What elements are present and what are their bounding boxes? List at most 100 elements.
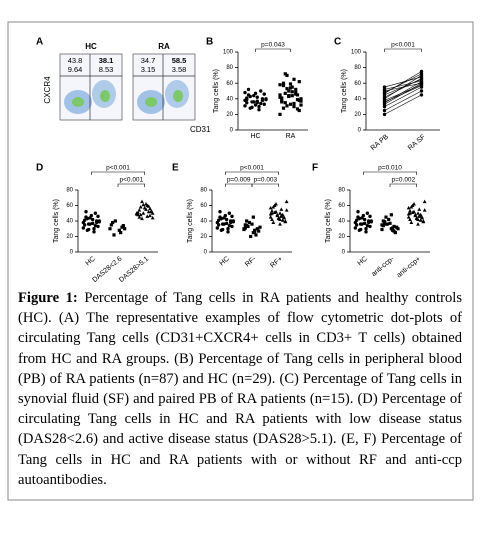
data-point xyxy=(253,230,257,234)
data-point xyxy=(421,219,426,224)
data-point xyxy=(89,213,94,218)
data-point xyxy=(227,211,232,215)
data-point xyxy=(278,112,282,116)
data-point xyxy=(408,208,412,213)
data-point xyxy=(422,199,427,204)
data-point xyxy=(364,227,368,231)
data-point xyxy=(297,80,301,84)
data-point xyxy=(417,213,422,218)
data-point xyxy=(383,220,387,224)
data-point xyxy=(264,97,268,101)
data-point xyxy=(148,213,152,218)
y-tick-label: 80 xyxy=(354,65,361,71)
data-point xyxy=(416,211,420,215)
data-point xyxy=(368,214,372,219)
data-point xyxy=(365,223,370,228)
data-point xyxy=(284,208,289,212)
data-point xyxy=(252,93,256,98)
data-point xyxy=(257,104,261,109)
data-point xyxy=(388,221,392,225)
panel-label: C xyxy=(334,37,341,48)
significance-bracket xyxy=(389,183,417,187)
data-point xyxy=(362,221,367,226)
data-point xyxy=(357,216,362,221)
p-value: p<0.001 xyxy=(391,42,415,49)
group-title: HC xyxy=(85,42,97,51)
data-point xyxy=(271,205,276,209)
data-point xyxy=(249,234,253,239)
pair-line xyxy=(384,86,422,107)
y-tick-label: 20 xyxy=(200,234,207,240)
data-point xyxy=(255,227,259,231)
y-tick-label: 60 xyxy=(226,81,233,87)
data-point xyxy=(82,223,87,227)
data-point xyxy=(417,207,422,211)
y-tick-label: 60 xyxy=(338,203,345,209)
data-point xyxy=(416,217,420,221)
y-tick-label: 0 xyxy=(204,250,208,256)
data-point xyxy=(299,99,303,103)
data-point xyxy=(150,211,155,215)
y-tick-label: 0 xyxy=(230,128,234,134)
data-point xyxy=(219,216,224,221)
pair-line xyxy=(384,76,422,88)
y-axis-label: Tang cells (%) xyxy=(325,199,332,243)
data-point xyxy=(353,226,358,230)
data-point xyxy=(290,90,294,94)
data-point xyxy=(270,211,274,215)
data-point xyxy=(361,213,366,218)
data-point xyxy=(278,95,282,99)
significance-bracket xyxy=(225,183,253,187)
data-point xyxy=(278,217,282,221)
data-point xyxy=(416,222,420,226)
data-point xyxy=(218,210,222,214)
data-point xyxy=(224,217,229,222)
data-point xyxy=(382,112,387,117)
data-point xyxy=(90,221,95,226)
data-point xyxy=(287,89,291,93)
figure-frame xyxy=(7,21,474,501)
x-tick-label: RA SF xyxy=(407,134,427,152)
pair-line xyxy=(384,85,422,103)
quadrant-value: 58.5 xyxy=(172,56,187,65)
y-tick-label: 60 xyxy=(66,203,73,209)
data-point xyxy=(422,208,427,212)
data-point xyxy=(111,220,115,225)
caption: Figure 1: Percentage of Tang cells in RA… xyxy=(18,288,462,490)
significance-bracket xyxy=(255,48,291,52)
data-point xyxy=(228,220,233,225)
data-point xyxy=(257,229,261,233)
data-point xyxy=(299,103,303,107)
significance-bracket xyxy=(117,183,145,187)
x-tick-label: RF- xyxy=(244,255,258,268)
data-point xyxy=(354,218,359,222)
data-point xyxy=(137,215,142,219)
data-point xyxy=(138,205,143,209)
x-tick-label: HC xyxy=(250,133,260,140)
y-tick-label: 40 xyxy=(66,219,73,225)
significance-bracket xyxy=(363,171,417,175)
data-point xyxy=(141,211,146,215)
data-point xyxy=(396,227,400,231)
cell-cloud xyxy=(72,97,84,107)
data-point xyxy=(288,82,293,86)
data-point xyxy=(220,227,225,232)
data-point xyxy=(292,105,296,109)
data-point xyxy=(86,227,91,232)
data-point xyxy=(250,222,254,226)
data-point xyxy=(382,104,387,109)
data-point xyxy=(413,212,418,217)
data-point xyxy=(243,90,247,95)
data-point xyxy=(380,227,384,232)
y-tick-label: 80 xyxy=(200,188,207,194)
y-axis-label: Tang cells (%) xyxy=(213,69,220,113)
data-point xyxy=(252,100,256,104)
data-point xyxy=(255,95,259,99)
data-point xyxy=(82,218,87,222)
y-tick-label: 100 xyxy=(351,50,362,56)
p-value: p<0.001 xyxy=(119,177,143,184)
data-point xyxy=(254,233,258,237)
data-point xyxy=(250,105,254,110)
data-point xyxy=(278,211,282,215)
